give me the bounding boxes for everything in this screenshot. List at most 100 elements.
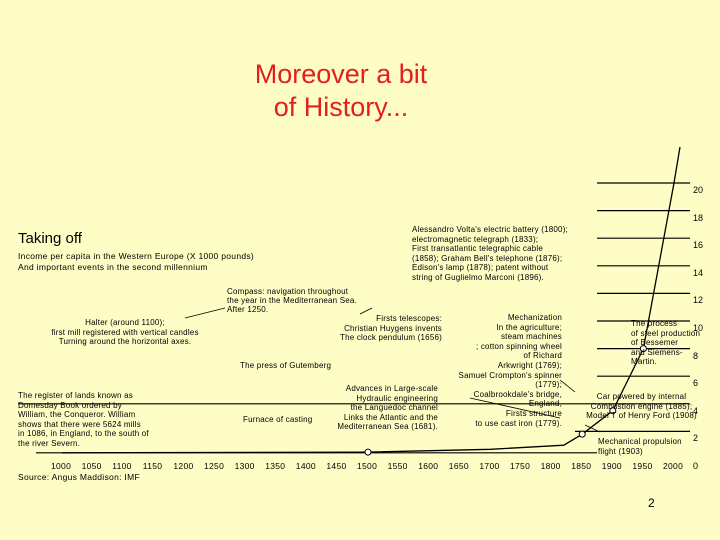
annotation-line: Car powered by internal [596,392,687,401]
annotation-line: ; cotton spinning wheel [476,341,562,351]
y-tick-label: 20 [693,185,704,195]
annotation-line: Hydraulic engineering [356,393,438,403]
annotation-line: Mechanical propulsion [598,437,682,446]
page-number: 2 [648,496,655,510]
annotation-connector [559,379,576,393]
y-tick-label: 16 [693,240,704,251]
annotation-volta: Alessandro Volta's electric battery (180… [412,225,578,283]
annotation-line: Domesday Book ordered by [18,400,122,410]
annotation-telescopes: Firsts telescopes: Christian Huygens inv… [318,314,442,343]
annotation-line: of Richard [523,351,562,361]
annotation-line: Firsts structure [505,408,562,418]
annotation-line: shows that there were 5624 mills [18,419,141,429]
annotation-line: Combustion engine (1885); [590,401,693,411]
annotation-line: Links the Atlantic and the [343,412,438,422]
chart-subtitle-line-2: And important events in the second mille… [18,262,208,272]
annotation-line: After 1250. [227,305,269,315]
y-tick-label: 0 [693,461,699,471]
annotation-line: In the agriculture; [496,322,562,332]
y-tick-label: 18 [693,212,704,223]
annotation-line: Martin. [631,357,657,367]
x-tick-label: 1150 [142,461,163,471]
annotation-line: Halter (around 1100); [85,318,165,327]
annotation-connector [184,307,226,319]
y-tick-label: 2 [693,433,699,444]
annotation-compass: Compass: navigation throughout the year … [227,287,372,315]
annotation-hydraulic: Advances in Large-scale Hydraulic engine… [322,384,438,432]
x-tick-label: 1300 [234,461,255,471]
chart-subtitle-line-1: Income per capita in the Western Europe … [18,251,255,261]
annotation-line: The process [631,319,678,328]
y-tick-label: 10 [693,323,704,333]
y-tick-label: 4 [693,405,699,416]
annotation-line: Coalbrookdale's bridge, [473,389,562,399]
annotation-mechanization: Mechanization In the agriculture; steam … [440,313,562,428]
x-tick-label: 1700 [479,461,500,471]
x-tick-label: 1200 [173,461,194,471]
annotation-line: of Bessemer [631,338,679,348]
annotation-line: (1858); Graham Bell's telephone (1876); [412,253,563,263]
x-tick-label: 1250 [204,461,225,471]
annotation-line: steam machines [500,332,562,342]
annotation-mechanical-flight: Mechanical propulsion flight (1903) [598,437,698,456]
annotation-line: first mill registered with vertical cand… [51,327,199,337]
annotation-line: of steel production [631,328,701,338]
annotation-line: the river Severn. [18,438,81,448]
data-point-marker [609,407,617,415]
annotation-line: The clock pendulum (1656) [340,333,442,343]
x-tick-label: 1400 [295,461,316,471]
annotation-line: the year in the Mediterranean Sea. [227,296,357,306]
annotation-halter: Halter (around 1100); first mill registe… [20,318,230,347]
x-tick-label: 1800 [540,461,561,471]
y-tick-label: 8 [693,350,699,361]
y-tick-label: 12 [693,295,704,306]
y-tick-label: 14 [693,267,704,278]
x-tick-label: 1850 [571,461,592,471]
data-point-marker [364,448,372,456]
annotation-line: Turning around the horizontal axes. [58,337,192,347]
annotation-line: Compass: navigation throughout [227,287,349,296]
annotation-car: Car powered by internal Combustion engin… [578,392,705,421]
title-line-1: Moreover a bit [254,59,428,89]
annotation-line: Firsts telescopes: [376,314,442,323]
annotation-press: The press of Gutemberg [240,361,332,370]
title-line-2: of History... [273,92,409,122]
chart-source: Source: Angus Maddison: IMF [18,472,140,482]
annotation-line: Model T of Henry Ford (1908) [586,411,697,421]
x-tick-label: 1000 [51,461,72,471]
chart-subtitle: Income per capita in the Western Europe … [18,251,254,273]
x-tick-label: 1750 [510,461,531,471]
x-tick-label: 1350 [265,461,286,471]
annotation-bessemer: The process of steel production of Besse… [631,319,716,367]
x-tick-label: 1650 [448,461,469,471]
x-tick-label: 1050 [81,461,102,471]
annotation-connector [359,307,373,315]
x-tick-label: 2000 [663,461,684,471]
annotation-line: in 1086, in England, to the south of [18,429,149,439]
annotation-connector [469,397,561,419]
annotation-line: Samuel Crompton's spinner [458,370,562,380]
annotation-line: flight (1903) [598,446,643,456]
data-point-marker [578,430,586,438]
annotation-line: (1779); [535,380,562,390]
x-tick-label: 1100 [112,461,132,471]
annotation-line: Mediterranean Sea (1681). [337,422,438,432]
annotation-connector [584,424,601,433]
annotation-line: William, the Conqueror. William [18,410,136,420]
annotation-line: Edison's lamp (1878); patent without [412,263,549,273]
x-tick-label: 1900 [601,461,622,471]
x-tick-label: 1550 [387,461,408,471]
x-tick-label: 1600 [418,461,439,471]
annotation-line: The register of lands known as [18,391,133,400]
x-tick-label: 1450 [326,461,347,471]
annotation-line: the Languedoc channel [350,403,438,413]
slide-title: Moreover a bit of History... [236,58,446,124]
annotation-line: Alessandro Volta's electric battery (180… [412,225,568,234]
annotation-line: Advances in Large-scale [345,384,438,393]
annotation-line: Arkwright (1769); [497,360,562,370]
annotation-line: electromagnetic telegraph (1833); [412,234,539,244]
annotation-domesday: The register of lands known as Domesday … [18,391,155,449]
annotation-furnace: Furnace of casting [243,415,313,424]
annotation-line: First transatlantic telegraphic cable [412,244,544,254]
